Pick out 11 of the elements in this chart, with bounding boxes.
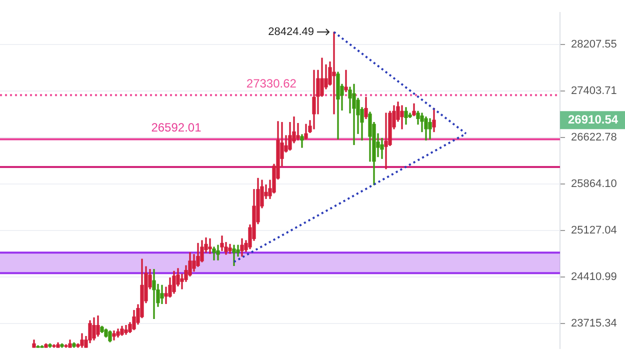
text: 26910.54 — [568, 112, 618, 126]
y-tick-label: 28207.55 — [571, 38, 617, 50]
annotation: 28424.49 — [268, 26, 314, 38]
y-tick-label: 26622.78 — [571, 131, 617, 144]
y-tick-label: 23715.34 — [571, 317, 617, 330]
y-tick-label: 25127.04 — [571, 224, 617, 236]
ref-line-label: 26592.01 — [151, 120, 202, 135]
ref-line-label: 27330.62 — [246, 76, 297, 90]
y-tick-label: 24410.99 — [571, 270, 617, 283]
y-tick-label: 25864.10 — [571, 178, 617, 190]
y-tick-label: 27403.71 — [571, 84, 617, 97]
